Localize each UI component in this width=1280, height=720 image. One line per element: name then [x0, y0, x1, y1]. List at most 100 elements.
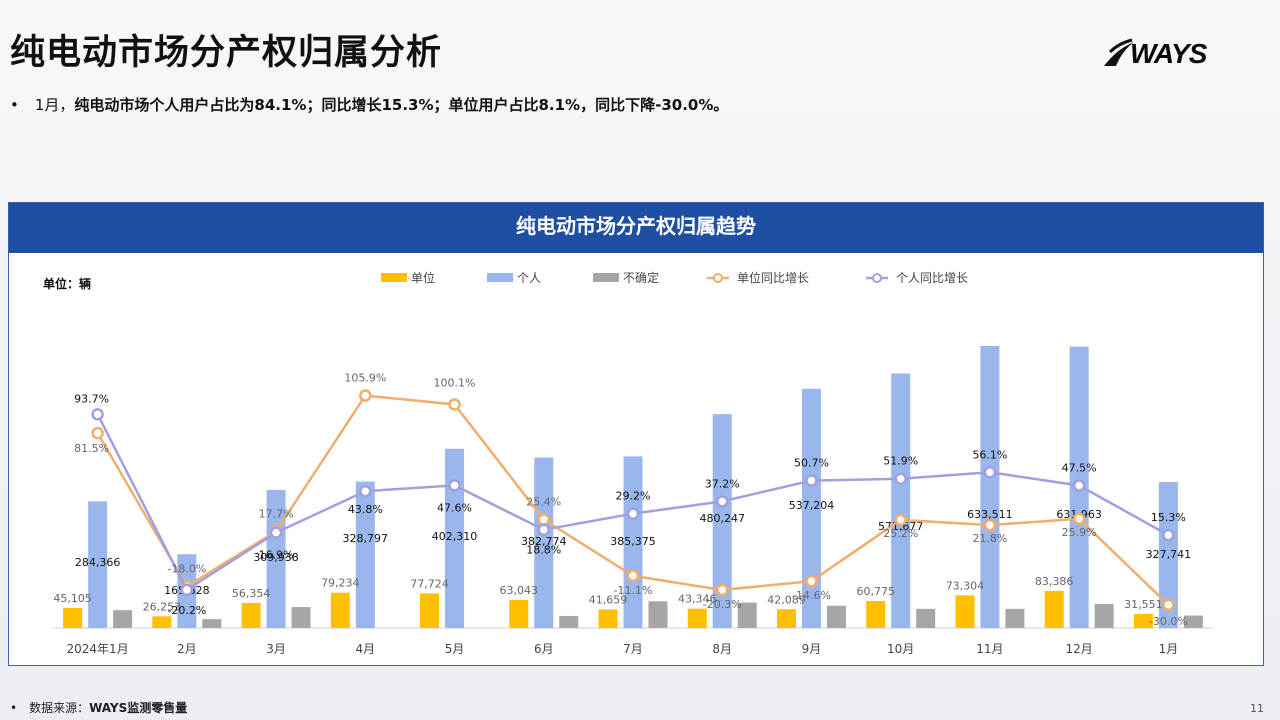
line-point-0-0: [91, 426, 104, 440]
personal-growth-label-6: 29.2%: [616, 490, 651, 503]
unit-bar-label-3: 79,234: [321, 577, 360, 590]
line-point-1-2: [269, 526, 283, 539]
line-point-1-6: [626, 507, 640, 520]
unit-growth-label-2: 17.7%: [259, 507, 294, 520]
personal-growth-label-11: 47.5%: [1062, 462, 1097, 475]
bar-2-2: [291, 607, 311, 628]
personal-growth-label-12: 15.3%: [1151, 511, 1186, 524]
line-point-1-10: [983, 466, 997, 479]
unit-growth-label-12: -30.0%: [1149, 615, 1188, 628]
x-tick-label-11: 12月: [1066, 642, 1093, 656]
x-tick-label-7: 8月: [712, 642, 732, 656]
unit-growth-label-6: -11.1%: [614, 584, 653, 597]
bar-1-12: [1158, 482, 1178, 628]
footer-bullet: •: [10, 701, 18, 715]
summary-text: 纯电动市场个人用户占比为84.1%；同比增长15.3%；单位用户占比8.1%，同…: [74, 96, 729, 114]
unit-growth-label-10: 21.8%: [972, 532, 1007, 545]
personal-growth-label-4: 47.6%: [437, 501, 472, 514]
ways-logo: WAYS: [1100, 34, 1220, 74]
unit-bar-label-6: 41,659: [589, 593, 628, 606]
personal-bar-label-5: 382,774: [521, 535, 567, 548]
personal-bar-label-12: 327,741: [1146, 548, 1192, 561]
bar-1-5: [534, 457, 554, 628]
unit-growth-label-7: -20.3%: [703, 598, 742, 611]
footer-source: WAYS监测零售量: [89, 701, 188, 715]
bar-1-3: [355, 481, 375, 628]
unit-growth-label-5: 25.4%: [526, 496, 561, 509]
x-tick-label-9: 10月: [887, 642, 914, 656]
summary-line: • 1月，纯电动市场个人用户占比为84.1%；同比增长15.3%；单位用户占比8.…: [10, 94, 728, 115]
chart-canvas: 单位 个人 不确定 单位同比增长 个人同比增长 2024年1月 2月 3月 4月 5月 6月 7月 8月…: [53, 270, 1213, 656]
bar-2-12: [1183, 615, 1203, 628]
legend-swatch-2: [593, 273, 619, 282]
bar-2-0: [113, 610, 133, 628]
x-tick-label-6: 7月: [623, 642, 643, 656]
bar-1-7: [712, 414, 732, 628]
legend-marker-4: [872, 273, 882, 283]
personal-bar-label-8: 537,204: [789, 499, 835, 512]
unit-bar-label-11: 83,386: [1035, 575, 1074, 588]
bar-0-11: [1044, 590, 1064, 628]
x-tick-label-1: 2月: [177, 642, 197, 656]
logo-text: WAYS: [1130, 38, 1207, 69]
line-point-1-4: [448, 479, 461, 492]
bar-0-12: [1133, 613, 1153, 628]
bar-1-6: [623, 456, 643, 628]
personal-bar-label-2: 309,938: [253, 551, 299, 564]
line-point-1-9: [894, 472, 907, 485]
personal-bar-label-0: 284,366: [75, 556, 121, 569]
bar-0-4: [420, 593, 440, 628]
personal-bar-label-4: 402,310: [432, 530, 478, 543]
x-tick-label-12: 1月: [1159, 642, 1179, 656]
bar-2-11: [1094, 603, 1114, 628]
unit-bar-label-12: 31,551: [1124, 598, 1163, 611]
bar-1-4: [445, 448, 465, 628]
unit-bar-label-1: 26,253: [143, 600, 182, 613]
unit-growth-label-8: -14.6%: [792, 589, 831, 602]
x-tick-label-0: 2024年1月: [67, 642, 129, 656]
line-point-0-5: [537, 513, 551, 526]
bar-2-6: [648, 601, 668, 628]
personal-bar-label-9: 571,677: [878, 520, 924, 533]
bar-1-8: [801, 388, 821, 628]
line-point-0-6: [626, 569, 640, 583]
personal-growth-label-5: 18.8%: [526, 544, 561, 557]
legend-marker-3: [713, 273, 723, 283]
bar-2-8: [826, 605, 846, 628]
bar-2-1: [202, 619, 222, 628]
unit-bar-label-10: 73,304: [946, 579, 985, 592]
personal-growth-label-3: 43.8%: [348, 503, 383, 516]
bar-2-10: [1005, 608, 1025, 628]
chart-title: 纯电动市场分产权归属趋势: [9, 203, 1263, 253]
unit-bar-label-5: 63,043: [500, 584, 539, 597]
legend-swatch-1: [487, 273, 513, 282]
summary-month: 1月，: [34, 96, 75, 114]
unit-bar-label-7: 43,346: [678, 593, 717, 606]
personal-bar-label-3: 328,797: [343, 532, 389, 545]
line-point-1-3: [359, 484, 372, 498]
personal-growth-label-9: 51.9%: [883, 455, 918, 468]
legend-label-2: 不确定: [623, 270, 659, 285]
personal-growth-label-8: 50.7%: [794, 457, 829, 470]
unit-bar-label-8: 42,089: [767, 593, 806, 606]
personal-growth-label-7: 37.2%: [705, 477, 740, 490]
unit-growth-label-3: 105.9%: [344, 372, 386, 385]
bar-0-8: [776, 609, 796, 628]
line-point-1-12: [1162, 528, 1175, 542]
bar-0-9: [866, 600, 886, 628]
line-point-1-8: [805, 474, 818, 487]
line-point-1-1: [180, 583, 194, 597]
unit-bar-label-0: 45,105: [53, 592, 92, 605]
x-tick-label-2: 3月: [266, 642, 286, 656]
bar-0-1: [152, 616, 172, 628]
bar-1-9: [891, 373, 911, 628]
personal-growth-label-10: 56.1%: [972, 448, 1007, 461]
personal-growth-label-1: -20.2%: [167, 604, 206, 617]
personal-growth-label-2: 16.9%: [259, 549, 294, 562]
bar-1-0: [88, 501, 108, 628]
personal-bar-label-6: 385,375: [610, 535, 656, 548]
bar-0-3: [330, 592, 350, 628]
personal-growth-label-0: 93.7%: [74, 392, 109, 405]
bar-2-7: [737, 602, 757, 628]
footer-label: 数据来源：: [29, 701, 90, 715]
